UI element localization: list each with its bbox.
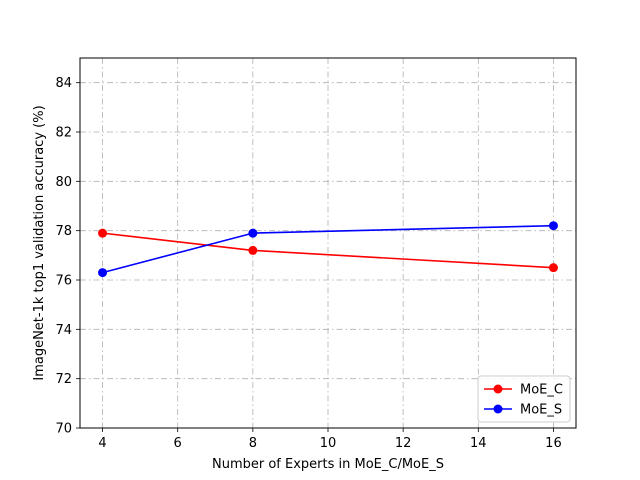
data-point-moe-c-4 bbox=[98, 228, 108, 238]
x-tick-label-16: 16 bbox=[545, 436, 562, 451]
y-tick-label-72: 72 bbox=[55, 372, 72, 387]
y-tick-label-78: 78 bbox=[55, 224, 72, 239]
data-point-moe-s-4 bbox=[98, 268, 108, 278]
y-tick-label-84: 84 bbox=[55, 76, 72, 91]
x-tick-label-4: 4 bbox=[98, 436, 106, 451]
x-tick-label-10: 10 bbox=[320, 436, 337, 451]
axis-ticks: 4 6 8 10 12 14 16 70 72 74 76 78 80 82 84 bbox=[55, 76, 561, 451]
legend-marker-moe-s bbox=[493, 404, 503, 414]
x-tick-label-6: 6 bbox=[174, 436, 182, 451]
x-axis-label: Number of Experts in MoE_C/MoE_S bbox=[212, 457, 444, 472]
x-tick-label-8: 8 bbox=[249, 436, 257, 451]
x-tick-label-12: 12 bbox=[395, 436, 412, 451]
y-tick-label-74: 74 bbox=[55, 323, 72, 338]
y-tick-label-80: 80 bbox=[55, 175, 72, 190]
data-point-moe-s-16 bbox=[548, 221, 558, 231]
data-point-moe-c-8 bbox=[248, 245, 258, 255]
data-point-moe-s-8 bbox=[248, 228, 258, 238]
data-point-moe-c-16 bbox=[548, 263, 558, 273]
y-axis-label: ImageNet-1k top1 validation accuracy (%) bbox=[32, 105, 47, 380]
series-layer bbox=[98, 221, 558, 278]
x-tick-label-14: 14 bbox=[470, 436, 487, 451]
legend-label-moe-s: MoE_S bbox=[520, 403, 562, 418]
y-tick-label-82: 82 bbox=[55, 126, 72, 141]
y-tick-label-76: 76 bbox=[55, 274, 72, 289]
legend-label-moe-c: MoE_C bbox=[520, 383, 563, 398]
y-tick-label-70: 70 bbox=[55, 422, 72, 437]
legend-marker-moe-c bbox=[493, 384, 503, 394]
legend: MoE_C MoE_S bbox=[477, 375, 571, 423]
